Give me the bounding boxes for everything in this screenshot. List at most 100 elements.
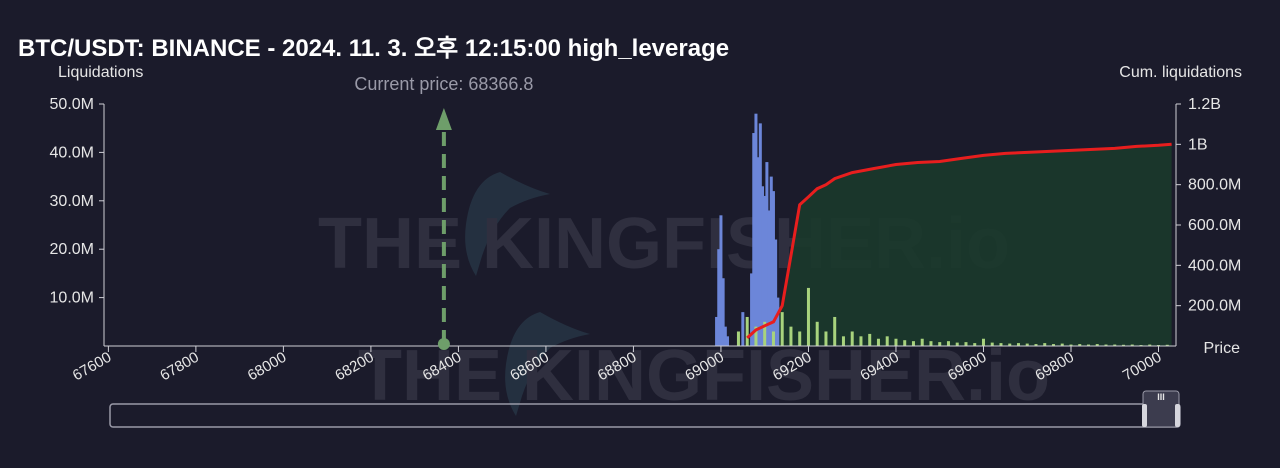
y-left-axis-title: Liquidations: [58, 64, 143, 81]
long-liquidation-bar: [981, 338, 985, 346]
y-left-tick-label: 30.0M: [50, 193, 94, 210]
short-liquidation-bar: [776, 297, 780, 346]
long-liquidation-bar: [859, 336, 863, 346]
short-liquidation-bar: [765, 162, 769, 346]
y-right-axis-title: Cum. liquidations: [1119, 64, 1242, 81]
long-liquidation-bar: [920, 338, 924, 346]
x-tick-label: 70000: [1120, 349, 1165, 385]
long-liquidation-bar: [876, 338, 880, 346]
kingfisher-logo-icon: [465, 172, 550, 276]
watermark-text: THE KINGFISHER.io: [358, 336, 1050, 416]
cumulative-liquidation-line: [746, 142, 1172, 340]
y-right-tick-label: 800.0M: [1188, 177, 1241, 194]
y-right-tick-label: 400.0M: [1188, 257, 1241, 274]
long-liquidation-bar: [1104, 344, 1108, 346]
long-liquidation-bar: [903, 340, 907, 346]
kingfisher-logo-icon: [505, 312, 590, 416]
long-liquidation-bar: [938, 342, 942, 346]
long-liquidation-bar: [850, 331, 854, 346]
current-price-dot: [437, 338, 450, 350]
long-liquidation-bar: [1016, 343, 1020, 346]
long-liquidation-bar: [798, 331, 802, 346]
long-liquidation-bar: [1069, 344, 1073, 346]
long-liquidation-bar: [745, 316, 749, 346]
long-liquidation-bar: [1148, 344, 1152, 346]
short-liquidation-bar: [754, 113, 758, 347]
y-right-tick-label: 200.0M: [1188, 298, 1241, 315]
short-liquidation-bar: [769, 176, 773, 346]
current-price-arrow-icon: [435, 108, 452, 130]
long-liquidation-bar: [815, 321, 819, 346]
short-liquidation-bar: [721, 278, 725, 346]
y-right-tick-label: 1B: [1188, 136, 1208, 153]
long-liquidation-bar: [806, 287, 810, 346]
short-liquidation-bar: [774, 239, 778, 346]
long-liquidation-bar: [1008, 343, 1012, 346]
short-liquidation-bar: [761, 186, 765, 346]
cumulative-fill-area: [747, 144, 1172, 346]
long-liquidation-bar: [894, 338, 898, 346]
short-liquidation-bar: [741, 312, 745, 346]
long-liquidation-bar: [1095, 344, 1099, 346]
y-right-tick-label: 1.2B: [1188, 96, 1221, 113]
long-liquidation-bar: [929, 341, 933, 346]
short-liquidation-bar: [726, 336, 730, 346]
long-liquidation-bar: [771, 331, 775, 346]
x-tick-label: 68000: [245, 349, 290, 385]
long-liquidation-bar: [1086, 344, 1090, 346]
long-liquidation-bar: [1121, 344, 1125, 346]
cumulative-area: [747, 144, 1172, 346]
short-liquidation-bar: [750, 273, 754, 346]
range-slider-right-handle[interactable]: [1175, 404, 1180, 427]
short-liquidation-bar: [771, 191, 775, 346]
short-liquidation-bar: [758, 123, 762, 346]
long-liquidation-bar: [868, 333, 872, 346]
long-liquidation-bar: [1043, 343, 1047, 346]
short-liquidation-bar: [715, 316, 719, 346]
short-liquidation-bar: [719, 215, 723, 346]
x-tick-label: 67800: [157, 349, 202, 385]
y-left-tick-label: 20.0M: [50, 241, 94, 258]
long-liquidation-bar: [1130, 344, 1134, 346]
long-liquidation-bar: [789, 326, 793, 346]
long-liquidation-bar: [833, 316, 837, 346]
long-liquidation-bar: [824, 331, 828, 346]
long-liquidation-bar: [1165, 344, 1169, 346]
short-liquidation-bar: [752, 133, 756, 346]
range-slider-left-handle[interactable]: [1142, 404, 1147, 427]
range-slider[interactable]: III: [109, 390, 1181, 428]
long-liquidation-bar: [763, 321, 767, 346]
long-liquidation-bar: [973, 343, 977, 346]
long-liquidation-bar: [999, 343, 1003, 346]
x-tick-label: 67600: [70, 349, 115, 385]
current-price-label: Current price: 68366.8: [354, 74, 533, 94]
long-liquidation-bar: [946, 341, 950, 346]
short-liquidation-bar: [756, 157, 760, 346]
chart-title: BTC/USDT: BINANCE - 2024. 11. 3. 오후 12:1…: [18, 35, 729, 62]
long-liquidation-bar: [885, 336, 889, 346]
bars-layer: [715, 113, 1169, 347]
long-liquidation-bar: [1034, 344, 1038, 346]
long-liquidation-bar: [911, 341, 915, 346]
x-axis-title: Price: [1204, 340, 1241, 357]
long-liquidation-bar: [780, 312, 784, 346]
long-liquidation-bar: [841, 336, 845, 346]
short-liquidation-bar: [717, 249, 721, 346]
y-right-tick-label: 600.0M: [1188, 217, 1241, 234]
short-liquidation-bar: [767, 210, 771, 346]
y-left-tick-label: 40.0M: [50, 144, 94, 161]
y-left-tick-label: 10.0M: [50, 290, 94, 307]
long-liquidation-bar: [1078, 344, 1082, 346]
long-liquidation-bar: [990, 342, 994, 346]
long-liquidation-bar: [754, 326, 758, 346]
long-liquidation-bar: [1025, 343, 1029, 346]
range-slider-grip-icon[interactable]: III: [1157, 392, 1165, 402]
short-liquidation-bar: [763, 195, 767, 346]
long-liquidation-bar: [1051, 344, 1055, 346]
long-liquidation-bar: [964, 342, 968, 346]
long-liquidation-bar: [1060, 343, 1064, 346]
y-left-tick-label: 50.0M: [50, 96, 94, 113]
short-liquidation-bar: [723, 326, 727, 346]
